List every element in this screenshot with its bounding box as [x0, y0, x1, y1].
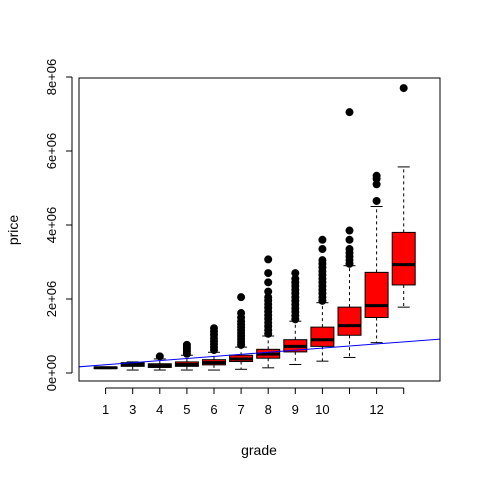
regression-line-group	[79, 338, 440, 368]
outlier-point	[345, 235, 354, 244]
outlier-point	[372, 196, 381, 205]
outlier-point	[210, 324, 218, 333]
x-tick-label: 7	[237, 402, 244, 417]
regression-line	[79, 338, 440, 368]
outlier-point	[237, 293, 246, 302]
outlier-point	[345, 226, 354, 235]
outlier-point	[182, 340, 191, 349]
x-tick-label: 10	[315, 402, 329, 417]
x-tick-label: 8	[265, 402, 272, 417]
outlier-point	[264, 287, 273, 296]
y-tick-label: 2e+06	[44, 281, 59, 318]
x-tick-label: 6	[210, 402, 217, 417]
box-9	[283, 269, 308, 365]
y-tick-label: 6e+06	[44, 133, 59, 170]
x-tick-label: 5	[183, 402, 190, 417]
outlier-point	[345, 108, 354, 117]
outlier-point	[264, 269, 273, 278]
outlier-point	[318, 245, 327, 254]
outlier-point	[318, 256, 327, 265]
box-13	[391, 84, 416, 308]
box-body	[337, 306, 362, 336]
outlier-point	[264, 293, 273, 302]
box-5	[174, 340, 199, 371]
outlier-point	[155, 352, 164, 361]
x-axis: 1 3 4 5 6 7 8 9 10 12	[102, 387, 405, 417]
outlier-point	[372, 171, 381, 180]
box-4	[147, 352, 172, 371]
outlier-point	[345, 245, 354, 254]
y-axis: 0e+00 2e+06 4e+06 6e+06 8e+06	[44, 59, 73, 392]
outlier-point	[237, 309, 246, 318]
box-body	[364, 271, 389, 318]
plot-frame	[78, 77, 441, 382]
box-1	[93, 366, 118, 370]
box-8	[256, 255, 281, 369]
box-body	[310, 326, 335, 347]
x-tick-label: 12	[369, 402, 383, 417]
x-axis-title: grade	[241, 442, 277, 458]
outlier-point	[291, 274, 300, 283]
x-tick-label: 3	[129, 402, 136, 417]
outlier-point	[372, 180, 381, 189]
x-tick-label: 1	[102, 402, 109, 417]
outlier-point	[291, 269, 300, 278]
outlier-point	[318, 235, 327, 244]
box-11	[337, 108, 362, 358]
outlier-point	[399, 84, 408, 93]
x-tick-label: 9	[292, 402, 299, 417]
box-12	[364, 171, 389, 344]
outlier-point	[264, 278, 273, 287]
y-tick-label: 0e+00	[44, 355, 59, 392]
y-tick-label: 4e+06	[44, 207, 59, 244]
outlier-point	[264, 255, 273, 264]
box-7	[229, 293, 254, 370]
y-tick-label: 8e+06	[44, 59, 59, 96]
box-10	[310, 235, 335, 362]
x-tick-label: 4	[156, 402, 163, 417]
y-axis-title: price	[5, 215, 21, 246]
box-body	[391, 231, 416, 286]
box-6	[202, 324, 226, 371]
box-series	[93, 84, 416, 371]
